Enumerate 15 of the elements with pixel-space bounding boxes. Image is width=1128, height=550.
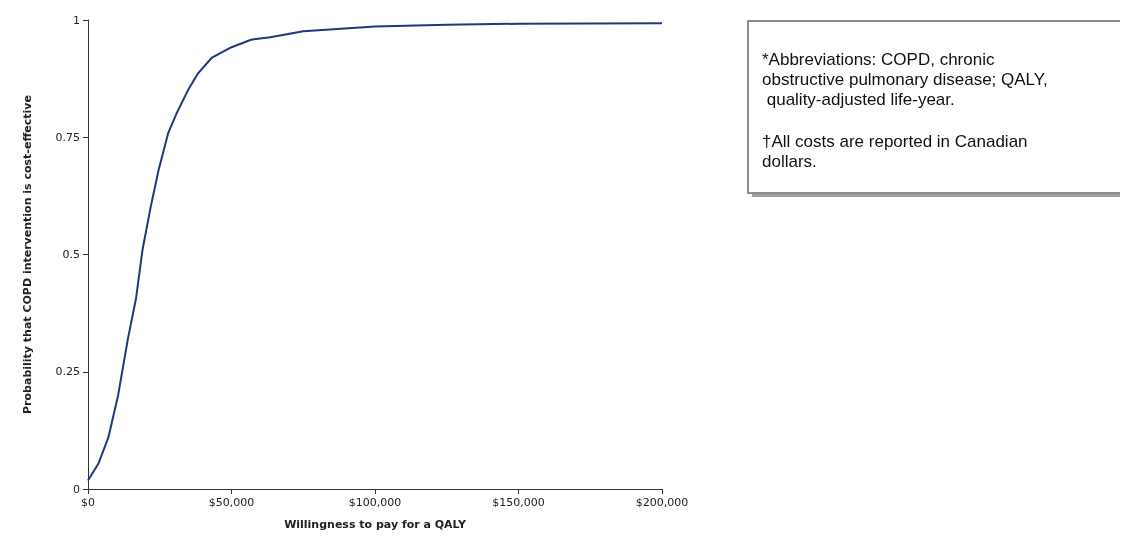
- x-tick-label: $100,000: [348, 496, 402, 509]
- y-tick-label: 0.75: [55, 130, 80, 144]
- x-tick-label: $200,000: [635, 496, 689, 509]
- x-axis-title: Willingness to pay for a QALY: [284, 518, 467, 531]
- y-tick-label: 0.5: [62, 248, 80, 261]
- line-series: [87, 22, 663, 482]
- y-tick-label: 0.25: [55, 365, 80, 379]
- x-tick-label: $0: [81, 496, 95, 509]
- text: †All costs are reported in Canadian dollars.: [762, 131, 1033, 171]
- y-axis-title: Probability that COPD intervention is cost-effective: [21, 95, 34, 414]
- x-tick-label: $150,000: [492, 496, 545, 509]
- y-tick-label: 1: [73, 13, 80, 27]
- x-tick-label: $50,000: [208, 496, 255, 509]
- y-tick-label: 0: [73, 482, 80, 496]
- text: *Abbreviations: COPD, chronic obstructive pulmonary disease; QALY, quality-adjusted life-year.: [762, 49, 1048, 109]
